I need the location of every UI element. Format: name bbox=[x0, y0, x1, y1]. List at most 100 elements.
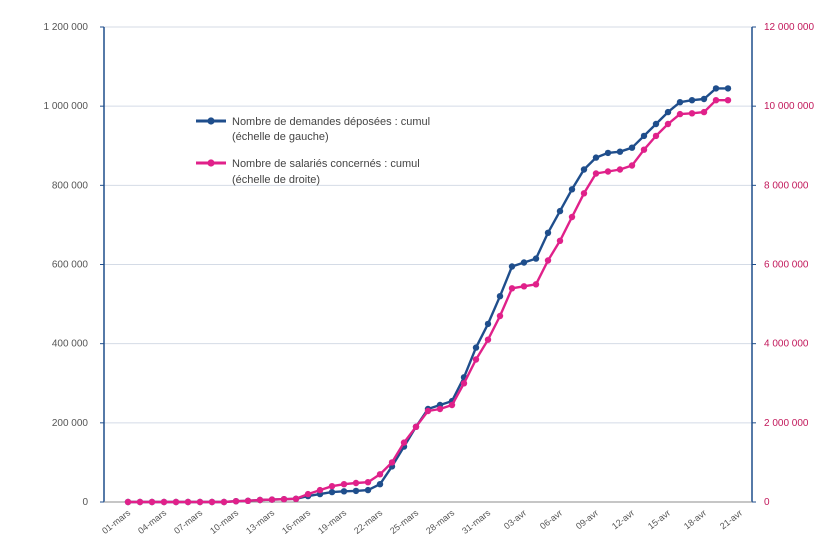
x-tick-label: 03-avr bbox=[502, 508, 528, 532]
x-tick-label: 04-mars bbox=[136, 507, 169, 536]
data-point bbox=[604, 168, 612, 175]
series-line bbox=[128, 98, 728, 504]
data-point bbox=[520, 283, 528, 290]
data-point bbox=[472, 356, 480, 363]
x-tick-label: 21-avr bbox=[718, 508, 744, 532]
data-point bbox=[196, 498, 204, 506]
x-tick-label: 31-mars bbox=[460, 507, 493, 536]
data-point bbox=[652, 120, 660, 128]
left-y-tick-label: 0 bbox=[82, 497, 88, 508]
left-y-tick-label: 1 200 000 bbox=[44, 22, 89, 33]
data-point bbox=[208, 498, 216, 506]
data-point bbox=[352, 479, 360, 487]
data-point bbox=[628, 144, 636, 151]
data-point bbox=[304, 490, 312, 498]
data-point bbox=[388, 459, 396, 466]
data-point bbox=[664, 108, 672, 116]
x-tick-label: 01-mars bbox=[100, 507, 133, 536]
x-tick-label: 19-mars bbox=[316, 507, 349, 536]
data-point bbox=[508, 285, 516, 292]
series-demandes bbox=[124, 85, 732, 506]
data-point bbox=[580, 166, 588, 173]
x-tick-label: 22-mars bbox=[352, 507, 385, 536]
data-point bbox=[352, 487, 360, 495]
x-tick-label: 25-mars bbox=[388, 507, 421, 536]
data-point bbox=[220, 498, 228, 506]
x-tick-label: 09-avr bbox=[574, 508, 600, 532]
legend-label-demandes: Nombre de demandes déposées : cumul bbox=[232, 116, 430, 128]
data-point bbox=[172, 498, 180, 506]
legend: Nombre de demandes déposées : cumul (éch… bbox=[196, 116, 430, 186]
series-line bbox=[128, 87, 728, 504]
data-point bbox=[712, 97, 720, 104]
right-y-tick-label: 12 000 000 bbox=[764, 22, 814, 33]
data-point bbox=[688, 110, 696, 117]
data-point bbox=[628, 162, 636, 169]
data-point bbox=[568, 213, 576, 221]
data-point bbox=[616, 148, 624, 155]
data-point bbox=[592, 154, 600, 161]
data-point bbox=[496, 312, 504, 320]
data-point bbox=[592, 170, 600, 177]
data-point bbox=[544, 229, 552, 236]
right-y-tick-label: 10 000 000 bbox=[764, 101, 814, 112]
data-point bbox=[712, 85, 720, 92]
data-point bbox=[280, 496, 288, 503]
left-y-tick-label: 1 000 000 bbox=[44, 101, 89, 112]
data-point bbox=[328, 488, 336, 496]
data-point bbox=[556, 237, 564, 244]
x-tick-label: 16-mars bbox=[280, 507, 313, 536]
legend-entry-salaries: Nombre de salariés concernés : cumul (éc… bbox=[196, 158, 420, 186]
data-point bbox=[700, 108, 708, 116]
data-point bbox=[484, 320, 492, 328]
right-y-tick-label: 0 bbox=[764, 497, 770, 508]
x-tick-label: 07-mars bbox=[172, 507, 205, 536]
legend-marker-demandes bbox=[207, 117, 215, 125]
x-tick-label: 10-mars bbox=[208, 507, 241, 536]
legend-sublabel-salaries: (échelle de droite) bbox=[232, 174, 320, 186]
right-y-tick-label: 6 000 000 bbox=[764, 260, 809, 271]
data-point bbox=[604, 149, 612, 157]
data-point bbox=[532, 255, 540, 262]
data-point bbox=[472, 344, 480, 351]
data-point bbox=[532, 281, 540, 288]
data-point bbox=[484, 336, 492, 343]
data-point bbox=[652, 132, 660, 140]
data-point bbox=[460, 380, 468, 387]
data-point bbox=[340, 481, 348, 488]
left-y-tick-label: 800 000 bbox=[52, 180, 89, 191]
data-point bbox=[364, 479, 372, 486]
data-point bbox=[316, 486, 324, 494]
data-point bbox=[556, 207, 564, 215]
data-point bbox=[136, 498, 144, 506]
data-point bbox=[676, 99, 684, 106]
x-tick-label: 28-mars bbox=[424, 507, 457, 536]
left-y-tick-label: 200 000 bbox=[52, 418, 89, 429]
data-point bbox=[520, 259, 528, 266]
left-y-tick-labels: 0 200 000 400 000 600 000 800 000 1 000 000 1 … bbox=[44, 22, 104, 508]
legend-entry-demandes: Nombre de demandes déposées : cumul (éch… bbox=[196, 116, 430, 143]
right-y-tick-label: 8 000 000 bbox=[764, 180, 809, 191]
data-point bbox=[148, 498, 156, 506]
data-point bbox=[640, 132, 648, 140]
data-point bbox=[544, 257, 552, 264]
right-y-tick-label: 2 000 000 bbox=[764, 418, 809, 429]
legend-label-salaries: Nombre de salariés concernés : cumul bbox=[232, 158, 420, 170]
legend-marker-salaries bbox=[207, 159, 215, 167]
data-point bbox=[268, 496, 276, 503]
data-point bbox=[724, 85, 732, 92]
data-point bbox=[616, 166, 624, 173]
data-point bbox=[232, 498, 240, 505]
data-point bbox=[664, 120, 672, 128]
data-point bbox=[124, 498, 132, 506]
data-point bbox=[184, 498, 192, 506]
gridlines bbox=[104, 26, 752, 424]
data-point bbox=[700, 95, 708, 103]
data-point bbox=[340, 488, 348, 495]
right-y-tick-label: 4 000 000 bbox=[764, 339, 809, 350]
x-tick-label: 12-avr bbox=[610, 508, 636, 532]
data-point bbox=[244, 497, 252, 504]
data-point bbox=[508, 263, 516, 270]
data-point bbox=[448, 401, 456, 409]
